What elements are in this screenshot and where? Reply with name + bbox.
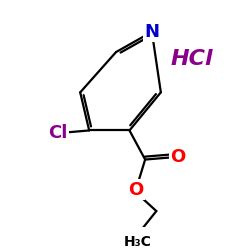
Text: H₃C: H₃C <box>124 236 151 250</box>
Text: O: O <box>128 181 144 199</box>
Text: HCl: HCl <box>171 49 214 69</box>
Text: Cl: Cl <box>48 124 68 142</box>
Text: O: O <box>170 148 185 166</box>
Text: N: N <box>144 23 160 41</box>
